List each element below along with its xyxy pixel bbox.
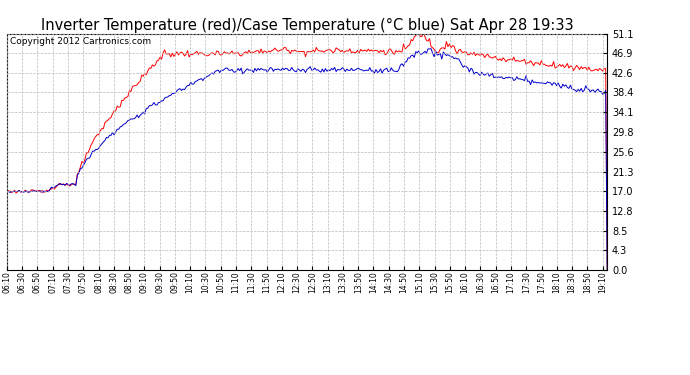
Title: Inverter Temperature (red)/Case Temperature (°C blue) Sat Apr 28 19:33: Inverter Temperature (red)/Case Temperat…	[41, 18, 573, 33]
Text: Copyright 2012 Cartronics.com: Copyright 2012 Cartronics.com	[10, 37, 151, 46]
